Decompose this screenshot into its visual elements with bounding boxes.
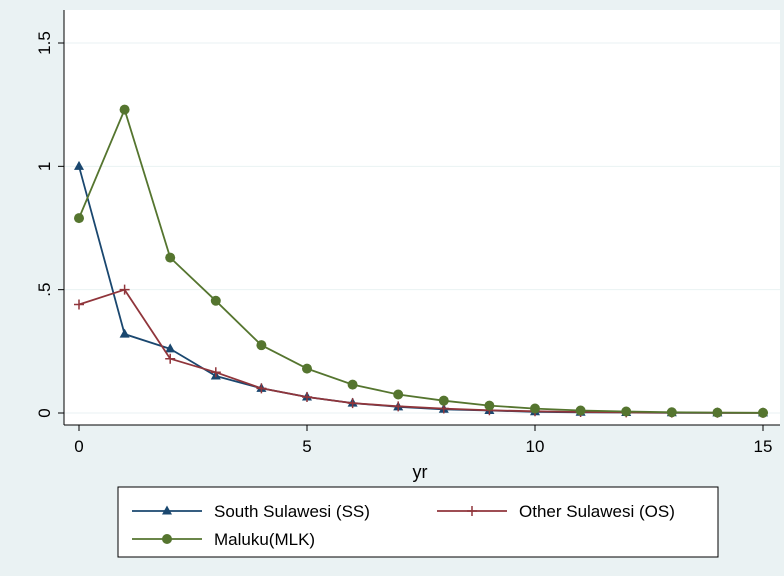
y-tick-label: 1.5 bbox=[35, 31, 54, 55]
legend-item: Other Sulawesi (OS) bbox=[437, 502, 675, 521]
x-tick-label: 5 bbox=[302, 437, 311, 456]
legend-item: South Sulawesi (SS) bbox=[132, 502, 370, 521]
data-point bbox=[621, 406, 632, 417]
x-tick-label: 10 bbox=[526, 437, 545, 456]
x-tick-label: 15 bbox=[754, 437, 773, 456]
series-3 bbox=[74, 104, 768, 418]
y-axis-ticks: 0 .5 1 1.5 bbox=[35, 31, 64, 418]
y-tick-label: 1 bbox=[35, 162, 54, 171]
data-point bbox=[165, 252, 176, 263]
data-point bbox=[393, 389, 404, 400]
data-point bbox=[712, 407, 723, 418]
legend-box bbox=[117, 486, 719, 558]
data-point bbox=[302, 391, 312, 402]
x-axis-ticks: 0 5 10 15 bbox=[74, 425, 772, 456]
legend-label: Other Sulawesi (OS) bbox=[519, 502, 675, 521]
data-point bbox=[575, 405, 586, 416]
data-point bbox=[256, 340, 267, 351]
legend-label: Maluku(MLK) bbox=[214, 530, 315, 549]
data-point bbox=[438, 395, 449, 406]
data-point bbox=[210, 295, 221, 306]
y-tick-label: 0 bbox=[35, 408, 54, 417]
data-point bbox=[165, 343, 176, 353]
data-point bbox=[210, 367, 221, 378]
data-point bbox=[393, 401, 404, 412]
data-point bbox=[119, 328, 130, 338]
data-point bbox=[347, 379, 358, 390]
data-point bbox=[119, 284, 130, 295]
data-point bbox=[119, 104, 130, 115]
data-point bbox=[74, 213, 84, 224]
data-point bbox=[484, 400, 495, 411]
legend-marker bbox=[162, 534, 172, 544]
x-tick-label: 0 bbox=[74, 437, 83, 456]
series-group bbox=[74, 104, 768, 418]
legend: South Sulawesi (SS) Other Sulawesi (OS) Ma… bbox=[132, 502, 675, 549]
y-tick-label: .5 bbox=[35, 283, 54, 297]
data-point bbox=[347, 398, 358, 409]
legend-item: Maluku(MLK) bbox=[132, 530, 315, 549]
data-point bbox=[530, 403, 540, 414]
data-point bbox=[74, 160, 84, 170]
series-line bbox=[78, 108, 764, 414]
data-point bbox=[256, 383, 267, 394]
x-axis-title: yr bbox=[413, 462, 428, 482]
data-point bbox=[666, 407, 677, 418]
legend-marker bbox=[162, 505, 172, 515]
data-point bbox=[302, 363, 312, 374]
data-point bbox=[165, 353, 176, 364]
data-point bbox=[758, 407, 768, 418]
legend-marker bbox=[467, 506, 477, 516]
plot-background bbox=[64, 10, 780, 425]
data-point bbox=[74, 299, 84, 310]
legend-label: South Sulawesi (SS) bbox=[214, 502, 370, 521]
